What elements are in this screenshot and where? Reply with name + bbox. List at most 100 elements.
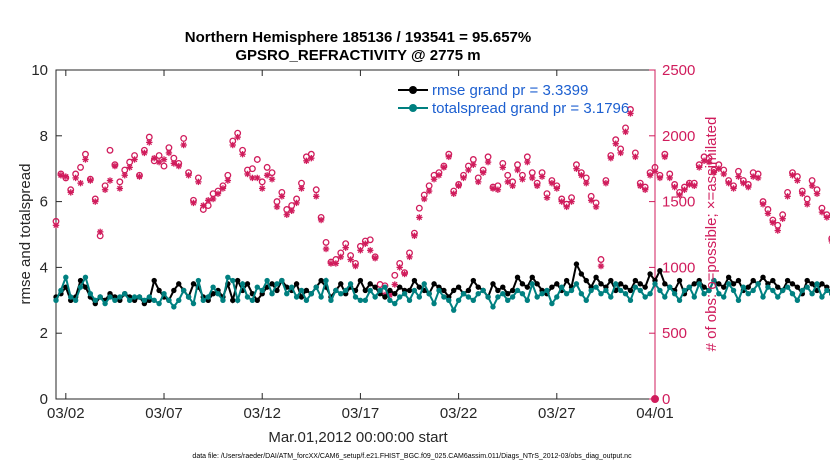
assimilated-obs-point [288, 207, 295, 215]
totalspread-point [578, 291, 585, 297]
totalspread-point [446, 297, 452, 303]
assimilated-obs-point [774, 227, 781, 234]
possible-obs-point [263, 163, 271, 171]
rmse-point [554, 281, 560, 287]
rmse-point [357, 277, 364, 284]
totalspread-point [63, 274, 69, 280]
possible-obs-point [312, 186, 320, 194]
assimilated-obs-point [317, 216, 325, 224]
assimilated-obs-point [234, 133, 241, 141]
assimilated-obs-point [749, 173, 757, 180]
totalspread-point [102, 300, 108, 307]
possible-obs-point [391, 271, 399, 279]
assimilated-obs-point [411, 232, 418, 240]
y-right-tick-label: 0 [662, 391, 670, 408]
rmse-point [490, 281, 496, 287]
totalspread-point [583, 297, 589, 303]
assimilated-obs-point [165, 149, 173, 157]
rmse-point [234, 277, 241, 284]
rmse-point [534, 281, 540, 287]
assimilated-obs-point [651, 168, 659, 175]
totalspread-point [647, 291, 653, 297]
assimilated-obs-point [524, 158, 531, 166]
legend-spread-label: totalspread grand pr = 3.1796 [432, 100, 629, 117]
totalspread-point [180, 287, 187, 294]
possible-obs-point [322, 238, 330, 246]
totalspread-point [794, 297, 801, 303]
chart-title-line2: GPSRO_REFRACTIVITY @ 2775 m [235, 47, 480, 64]
totalspread-point [809, 291, 815, 297]
assimilated-obs-point [568, 198, 575, 205]
rmse-point [416, 284, 423, 290]
rmse-point [637, 281, 643, 287]
possible-obs-point [803, 195, 811, 203]
assimilated-obs-point [489, 185, 497, 192]
rmse-point [549, 284, 555, 290]
assimilated-obs-point [195, 178, 202, 186]
assimilated-obs-point [425, 187, 433, 195]
rmse-point [657, 267, 663, 274]
assimilated-obs-point [421, 195, 428, 203]
totalspread-point [495, 294, 501, 300]
rmse-point [775, 284, 781, 290]
assimilated-obs-point [200, 202, 207, 209]
assimilated-obs-point [695, 164, 703, 171]
assimilated-obs-point [278, 193, 286, 200]
axis-ticks: 03/02 03/07 03/12 03/17 03/22 03/27 04/0102468… [31, 62, 695, 422]
assimilated-obs-point [136, 173, 143, 180]
assimilated-obs-point [175, 162, 182, 170]
assimilated-obs-point [391, 281, 398, 288]
rmse-point [647, 271, 653, 277]
possible-obs-point [504, 171, 512, 179]
zero-obs-marker [651, 395, 659, 403]
totalspread-point [342, 287, 349, 294]
totalspread-point [166, 297, 172, 303]
rmse-point [514, 274, 521, 280]
totalspread-point [131, 294, 138, 300]
rmse-point [745, 284, 751, 290]
totalspread-point [544, 287, 550, 294]
rmse-point [156, 287, 162, 294]
assimilated-obs-point [769, 219, 777, 226]
totalspread-point [284, 291, 290, 297]
assimilated-obs-point [529, 174, 536, 182]
rmse-point [770, 277, 776, 284]
totalspread-point [524, 297, 531, 303]
rmse-point [691, 281, 697, 287]
assimilated-obs-point [637, 182, 644, 190]
assimilated-obs-point [592, 203, 600, 211]
totalspread-point [814, 281, 820, 287]
assimilated-obs-point [553, 185, 561, 192]
totalspread-point [367, 287, 373, 294]
totalspread-point [92, 297, 98, 303]
assimilated-obs-point [347, 256, 354, 263]
rmse-point [441, 287, 447, 294]
rmse-point [519, 281, 526, 287]
possible-obs-point [258, 178, 266, 186]
assimilated-obs-point [587, 197, 595, 204]
assimilated-obs-point [185, 172, 192, 179]
assimilated-obs-point [342, 244, 349, 251]
totalspread-point [485, 294, 491, 300]
assimilated-obs-point [313, 193, 320, 200]
totalspread-point [298, 287, 305, 294]
rmse-point [269, 281, 275, 287]
assimilated-obs-point [406, 253, 413, 261]
totalspread-point [97, 294, 103, 300]
totalspread-point [436, 287, 442, 294]
assimilated-obs-point [666, 174, 673, 182]
assimilated-obs-point [67, 189, 74, 196]
totalspread-point [824, 287, 830, 294]
assimilated-obs-point [705, 158, 713, 166]
totalspread-point [210, 284, 216, 290]
totalspread-point [706, 287, 712, 294]
rmse-point [608, 277, 614, 284]
assimilated-obs-point [745, 183, 752, 191]
assimilated-obs-point [126, 164, 133, 171]
assimilated-obs-point [538, 173, 546, 180]
assimilated-obs-point [327, 260, 335, 267]
assimilated-obs-point [131, 156, 138, 163]
assimilated-obs-point [533, 182, 541, 190]
assimilated-obs-point [445, 153, 452, 161]
possible-obs-point [248, 165, 256, 173]
